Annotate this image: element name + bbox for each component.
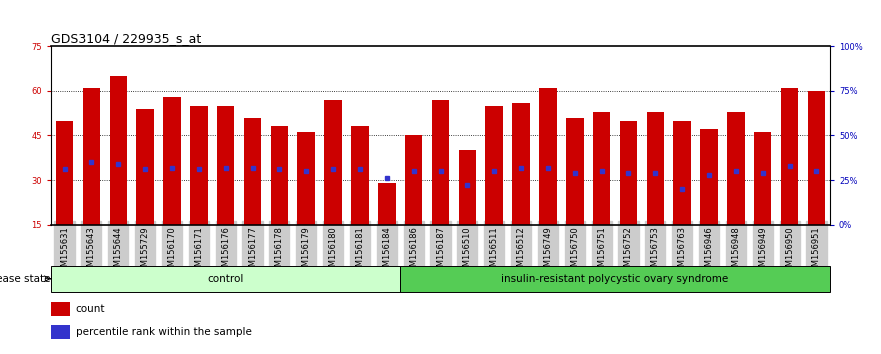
Bar [217, 105, 234, 225]
Text: count: count [76, 304, 105, 314]
Bar [137, 109, 154, 225]
Bar [566, 118, 583, 225]
Bar [539, 88, 557, 225]
Text: insulin-resistant polycystic ovary syndrome: insulin-resistant polycystic ovary syndr… [501, 274, 729, 284]
Bar [244, 118, 262, 225]
Bar [673, 120, 691, 225]
Bar [619, 120, 637, 225]
Bar [485, 105, 503, 225]
Bar [51, 325, 70, 339]
Bar [56, 120, 73, 225]
Bar [781, 88, 798, 225]
Bar [298, 132, 315, 225]
Text: GDS3104 / 229935_s_at: GDS3104 / 229935_s_at [51, 32, 202, 45]
Bar [51, 302, 70, 316]
Bar [324, 100, 342, 225]
Bar [593, 112, 611, 225]
Text: percentile rank within the sample: percentile rank within the sample [76, 327, 252, 337]
Bar [405, 135, 422, 225]
Bar [432, 100, 449, 225]
Bar [647, 112, 664, 225]
Bar [83, 88, 100, 225]
Text: disease state: disease state [0, 274, 50, 284]
Bar [459, 150, 476, 225]
Text: control: control [207, 274, 244, 284]
Bar [190, 105, 208, 225]
Bar [51, 266, 400, 292]
Bar [270, 126, 288, 225]
Bar [109, 76, 127, 225]
Bar [400, 266, 830, 292]
Bar [727, 112, 744, 225]
Bar [352, 126, 368, 225]
Bar [808, 91, 825, 225]
Bar [513, 103, 529, 225]
Bar [700, 130, 718, 225]
Bar [163, 97, 181, 225]
Bar [754, 132, 772, 225]
Bar [378, 183, 396, 225]
